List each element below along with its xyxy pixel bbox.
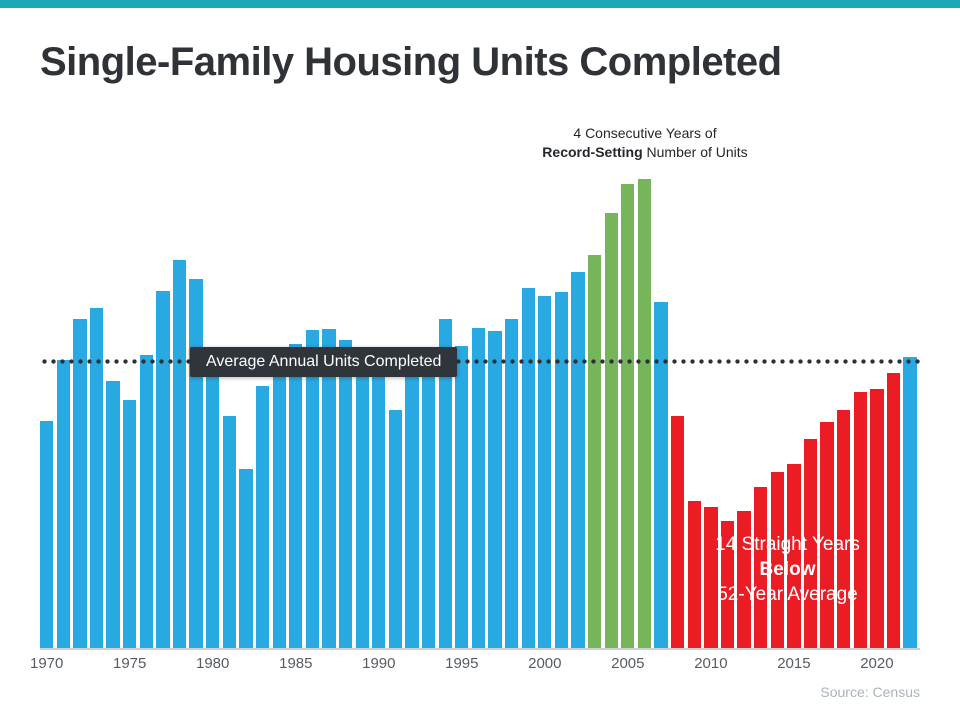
record-annotation: 4 Consecutive Years of Record-Setting Nu…	[480, 124, 810, 162]
bar-2018	[837, 409, 851, 648]
bar-1971	[56, 360, 70, 648]
top-accent-bar	[0, 0, 960, 8]
x-tick-2000: 2000	[528, 655, 562, 672]
below-average-label-line1: 14 Straight Years	[715, 534, 860, 555]
x-tick-2015: 2015	[777, 655, 811, 672]
bar-1990	[372, 373, 386, 648]
x-tick-1970: 1970	[30, 655, 64, 672]
bar-1997	[488, 331, 502, 648]
bar-1984	[272, 357, 286, 648]
bar-2015	[787, 464, 801, 648]
bar-1991	[388, 410, 403, 648]
below-average-label-line3: 52-Year Average	[717, 584, 858, 605]
bar-1995	[455, 345, 469, 648]
bar-2001	[554, 291, 569, 648]
bar-1999	[521, 287, 535, 648]
record-annotation-line1: 4 Consecutive Years of	[573, 125, 717, 141]
x-tick-1995: 1995	[445, 655, 479, 672]
bar-2022	[903, 357, 917, 648]
bar-1976	[139, 354, 153, 648]
bar-2008	[670, 415, 685, 648]
chart-canvas: Average Annual Units Completed 14 Straig…	[40, 160, 920, 650]
bar-1985	[289, 343, 303, 648]
bar-1979	[189, 278, 203, 648]
below-average-label: 14 Straight Years Below 52-Year Average	[635, 532, 940, 607]
bar-1978	[172, 259, 187, 648]
bar-1993	[421, 353, 436, 648]
bar-2021	[886, 372, 901, 648]
record-annotation-line2-rest: Number of Units	[642, 144, 748, 160]
x-tick-2005: 2005	[611, 655, 645, 672]
bar-2011	[720, 521, 735, 648]
bar-2006	[637, 178, 652, 648]
bar-1989	[355, 356, 369, 648]
x-tick-1980: 1980	[196, 655, 230, 672]
x-tick-2010: 2010	[694, 655, 728, 672]
bar-1974	[106, 381, 120, 648]
bar-1983	[255, 385, 270, 648]
bar-1996	[471, 327, 486, 648]
bar-2014	[770, 472, 784, 648]
bar-2009	[687, 500, 701, 648]
bar-1977	[156, 291, 170, 648]
bar-1980	[206, 376, 220, 648]
bar-2004	[604, 213, 618, 648]
bar-1970	[40, 420, 54, 648]
bar-2016	[803, 438, 818, 648]
bar-2000	[538, 295, 552, 648]
bar-1982	[239, 469, 253, 648]
x-axis: 1970 1975 1980 1985 1990 1995 2000 2005 2010 2015…	[30, 655, 920, 677]
bar-2019	[853, 391, 867, 648]
bar-2017	[820, 422, 834, 648]
page-title: Single-Family Housing Units Completed	[40, 40, 782, 84]
x-tick-1985: 1985	[279, 655, 313, 672]
record-annotation-line2-bold: Record-Setting	[542, 144, 643, 160]
average-tooltip: Average Annual Units Completed	[190, 347, 458, 378]
bar-2002	[571, 272, 585, 648]
bar-1992	[405, 374, 419, 648]
bar-2012	[737, 511, 751, 648]
bar-1987	[322, 329, 336, 648]
bar-1994	[438, 318, 452, 648]
bar-1986	[305, 330, 320, 648]
below-average-label-line2: Below	[759, 559, 816, 580]
bar-2007	[654, 302, 668, 648]
bar-1988	[338, 340, 353, 648]
record-annotation-line2: Record-Setting Number of Units	[480, 143, 810, 162]
bar-2010	[704, 507, 718, 648]
x-tick-1975: 1975	[113, 655, 147, 672]
bar-1998	[504, 318, 519, 648]
bar-2013	[754, 486, 768, 648]
bar-2005	[621, 183, 635, 648]
bar-1973	[89, 308, 104, 648]
x-tick-1990: 1990	[362, 655, 396, 672]
bar-1981	[222, 415, 236, 648]
source-text: Source: Census	[820, 684, 920, 700]
bar-1975	[123, 399, 137, 648]
average-line	[40, 359, 920, 365]
x-tick-2020: 2020	[860, 655, 894, 672]
bar-2020	[870, 389, 884, 648]
bar-2003	[587, 254, 602, 648]
bar-1972	[73, 318, 87, 648]
